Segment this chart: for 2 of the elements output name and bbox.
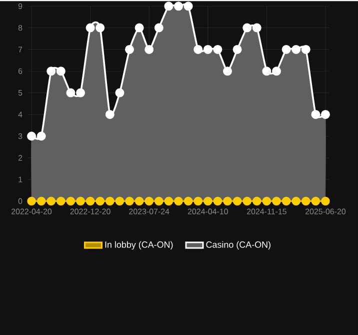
legend-label: Casino (CA-ON) [206,241,270,250]
legend-label: In lobby (CA-ON) [105,241,173,250]
